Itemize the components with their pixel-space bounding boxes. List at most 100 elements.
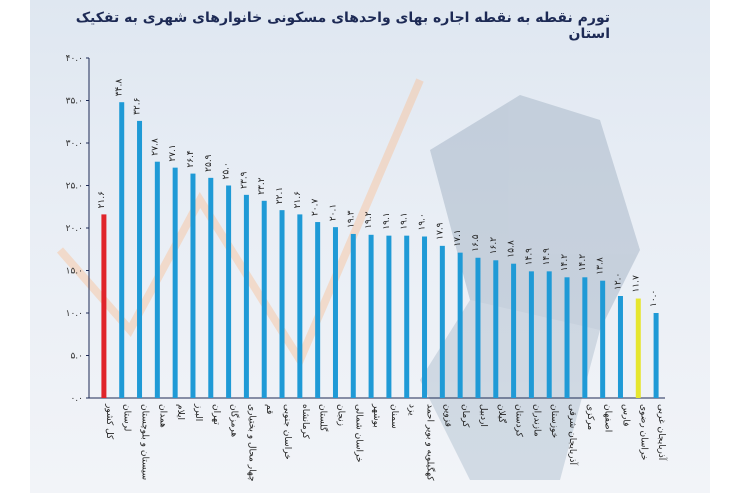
bar	[119, 102, 125, 398]
value-label: ۱۴.۲	[560, 254, 570, 272]
category-label: قزوین	[442, 404, 452, 427]
bar	[546, 271, 552, 398]
bar	[511, 263, 517, 398]
value-label: ۲۰.۱	[328, 204, 338, 221]
category-label: خراسان جنوبی	[282, 404, 292, 460]
value-label: ۲۵.۹	[204, 154, 214, 172]
bar	[261, 200, 267, 398]
bar	[635, 298, 641, 398]
value-label: ۱۴.۹	[542, 248, 552, 266]
category-label: البرز	[193, 403, 203, 421]
category-label: کردستان	[514, 404, 524, 438]
value-label: ۱۹.۰	[418, 213, 428, 230]
bar	[208, 177, 214, 398]
bar	[617, 296, 623, 398]
bar	[457, 252, 463, 398]
bar	[154, 161, 160, 398]
value-label: ۱۶.۲	[489, 237, 499, 255]
value-label: ۱۲.۰	[613, 273, 623, 290]
value-label: ۲۳.۲	[257, 177, 267, 195]
y-tick-label: ۱۵.۰	[66, 267, 83, 277]
category-label: یزد	[407, 404, 417, 416]
value-label: ۲۰.۷	[311, 199, 321, 217]
category-label: آذربایجان غربی	[656, 404, 668, 461]
bar	[582, 277, 588, 398]
y-tick-label: ۲۰.۰	[66, 224, 83, 234]
category-label: خراسان شمالی	[353, 404, 363, 463]
category-label: لرستان	[122, 404, 132, 431]
value-label: ۱۰.۰	[649, 290, 659, 307]
value-label: ۱۴.۲	[578, 254, 588, 272]
bar	[137, 120, 143, 399]
bar	[315, 222, 321, 398]
value-label: ۱۷.۹	[435, 222, 445, 240]
bar	[475, 257, 481, 398]
bar	[350, 233, 356, 398]
bar	[332, 227, 338, 398]
bar	[279, 210, 285, 398]
category-label: گلستان	[318, 404, 330, 432]
value-labels: ۲۱.۶ ۳۴.۸ ۳۲.۶ ۲۷.۸ ۲۷.۱ ۲۶.۴ ۲۵.۹ ۲۵.۰ ۲۳.۹ ۲۳.۲…	[97, 79, 659, 307]
category-label: تهران	[211, 404, 221, 425]
value-label: ۲۱.۶	[97, 191, 107, 209]
value-label: ۱۴.۹	[524, 248, 534, 266]
y-tick-label: ۰.۰	[70, 394, 83, 404]
value-label: ۱۹.۲	[364, 211, 374, 229]
bar	[226, 185, 232, 398]
bar	[493, 260, 499, 398]
category-label: سمنان	[389, 404, 399, 429]
y-tick-label: ۳۰.۰	[66, 139, 83, 149]
category-label: کل کشور	[104, 403, 114, 440]
bars	[101, 102, 659, 399]
bar	[528, 271, 534, 398]
bar	[422, 236, 428, 398]
bar	[386, 235, 392, 398]
y-tick-label: ۱۰.۰	[66, 309, 83, 319]
value-label: ۲۷.۸	[150, 138, 160, 156]
value-label: ۲۳.۹	[239, 171, 249, 189]
value-label: ۱۹.۱	[382, 212, 392, 229]
value-label: ۳۴.۸	[115, 79, 125, 97]
category-label: بوشهر	[371, 403, 381, 428]
value-label: ۳۲.۶	[133, 97, 143, 115]
bar	[564, 277, 570, 398]
category-label: گیلان	[496, 404, 508, 424]
category-label: مازندران	[531, 404, 541, 437]
value-label: ۲۷.۱	[168, 144, 178, 161]
value-label: ۲۵.۰	[222, 162, 232, 179]
bar	[600, 280, 606, 398]
y-tick-label: ۲۵.۰	[66, 182, 83, 192]
value-label: ۲۶.۴	[186, 150, 196, 168]
y-tick-label: ۴۰.۰	[66, 54, 83, 64]
category-label: فارس	[620, 404, 630, 426]
category-label: اصفهان	[603, 404, 613, 432]
bar	[172, 167, 178, 398]
value-label: ۱۱.۷	[631, 275, 641, 293]
value-label: ۱۹.۱	[400, 212, 410, 229]
background-illustration	[56, 78, 640, 480]
category-label: قم	[264, 404, 274, 414]
category-label: کرمانشاه	[300, 404, 310, 440]
bar	[653, 313, 659, 398]
value-label: ۱۹.۳	[346, 210, 356, 228]
category-label: خوزستان	[549, 404, 559, 438]
bar	[368, 234, 374, 398]
bar	[297, 214, 303, 398]
value-label: ۱۶.۵	[471, 234, 481, 252]
chart-title: تورم نقطه به نقطه اجاره بهای واحدهای مسک…	[75, 10, 610, 42]
bar	[101, 214, 107, 398]
y-tick-label: ۵.۰	[70, 352, 83, 362]
category-label: کهگیلویه و بویر احمد	[425, 404, 437, 481]
value-label: ۲۲.۱	[275, 187, 285, 204]
category-label: اردبیل	[478, 404, 488, 427]
bar	[243, 194, 249, 398]
value-label: ۱۳.۸	[596, 257, 606, 275]
category-label: زنجان	[335, 404, 345, 426]
y-tick-label: ۳۵.۰	[66, 97, 83, 107]
category-label: چهار محال و بختیاری	[246, 404, 256, 482]
value-label: ۱۵.۸	[507, 240, 517, 258]
category-label: خراسان رضوی	[638, 404, 648, 460]
value-label: ۱۷.۱	[453, 229, 463, 246]
category-labels: کل کشور لرستان سیستان و بلوچستان همدان ایلام…	[104, 403, 668, 482]
